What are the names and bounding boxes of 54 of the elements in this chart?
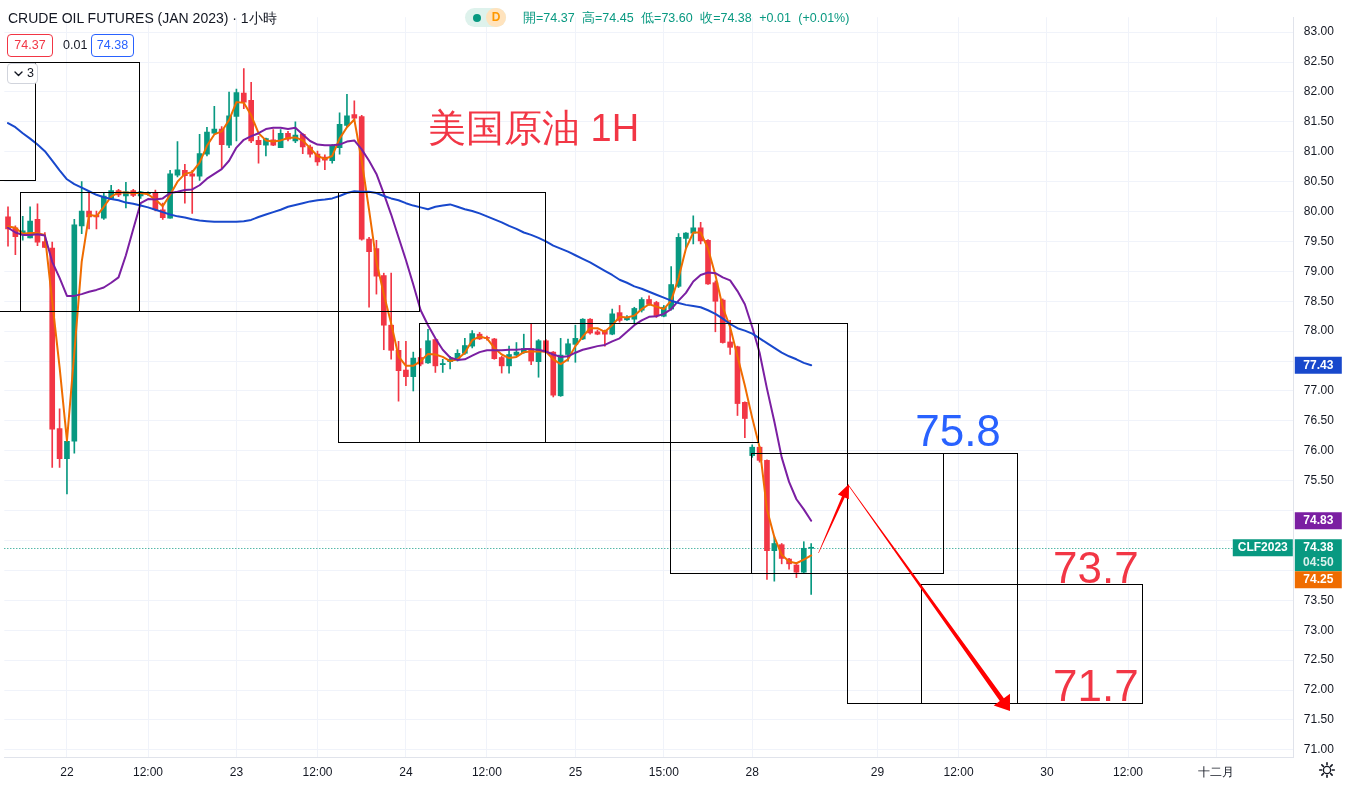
x-tick-label: 12:00 xyxy=(943,764,974,779)
y-tick-label: 80.50 xyxy=(1303,173,1335,188)
badge: D xyxy=(465,8,506,27)
annotation: CLF2023 xyxy=(1237,539,1289,554)
y-tick-label: 73.00 xyxy=(1303,622,1335,637)
y-tick-label: 71.00 xyxy=(1303,742,1335,757)
ref-line-label: 74.38 xyxy=(1303,539,1334,554)
x-tick-label: 23 xyxy=(229,764,244,779)
chart-subtitle: 開=74.37 高=74.45 低=73.60 收=74.38 +0.01 (+0.01%) xyxy=(523,11,850,26)
y-tick-label: 81.50 xyxy=(1303,114,1335,129)
chart-title: CRUDE OIL FUTURES (JAN 2023) · 1小時 xyxy=(8,10,277,27)
y-tick-label: 78.00 xyxy=(1303,323,1335,338)
text: 04:50 xyxy=(1302,554,1334,569)
text: 77.43 xyxy=(1303,357,1334,372)
y-tick-label: 75.50 xyxy=(1303,473,1335,488)
y-tick-label: 72.00 xyxy=(1303,682,1335,697)
y-tick-label: 83.00 xyxy=(1303,24,1335,39)
x-tick-label: 十二月 xyxy=(1198,764,1235,779)
y-tick-label: 80.00 xyxy=(1303,203,1335,218)
y-tick-label: 73.50 xyxy=(1303,592,1335,607)
annotation: 3 xyxy=(27,65,34,82)
x-tick-label: 12:00 xyxy=(132,764,164,779)
annotation: 美国原油 1H xyxy=(428,107,640,149)
x-tick-label: 29 xyxy=(870,764,885,779)
y-tick-label: 76.50 xyxy=(1303,413,1335,428)
annotation: 74.38 xyxy=(91,34,134,57)
x-tick-label: 22 xyxy=(60,764,74,779)
y-tick-label: 79.00 xyxy=(1303,263,1335,278)
annotation: 75.8 xyxy=(915,406,1001,455)
y-tick-label: 78.50 xyxy=(1303,293,1335,308)
y-tick-label: 81.00 xyxy=(1303,144,1335,159)
toggle-button: 3 xyxy=(7,63,38,84)
annotation: 0.01 xyxy=(63,37,88,54)
x-tick-label: 25 xyxy=(568,764,583,779)
x-tick-label: 12:00 xyxy=(1112,764,1144,779)
y-tick-label: 72.50 xyxy=(1303,652,1335,667)
annotation: D xyxy=(486,8,506,27)
x-tick-label: 12:00 xyxy=(471,764,503,779)
x-tick-label: 28 xyxy=(745,764,760,779)
y-tick-label: 77.00 xyxy=(1303,383,1335,398)
x-tick-label: 24 xyxy=(399,764,413,779)
text: 74.83 xyxy=(1303,513,1334,528)
text: 74.25 xyxy=(1303,571,1334,586)
x-tick-label: 15:00 xyxy=(648,764,680,779)
y-tick-label: 76.00 xyxy=(1303,443,1335,458)
y-tick-label: 79.50 xyxy=(1303,233,1335,248)
x-tick-label: 30 xyxy=(1040,764,1054,779)
x-tick-label: 12:00 xyxy=(302,764,333,779)
annotation: 71.7 xyxy=(1053,661,1139,710)
y-tick-label: 71.50 xyxy=(1303,712,1335,727)
y-tick-label: 82.00 xyxy=(1303,84,1335,99)
y-tick-label: 82.50 xyxy=(1303,54,1335,69)
annotation: 74.37 xyxy=(7,34,53,57)
annotation: 73.7 xyxy=(1053,543,1139,592)
